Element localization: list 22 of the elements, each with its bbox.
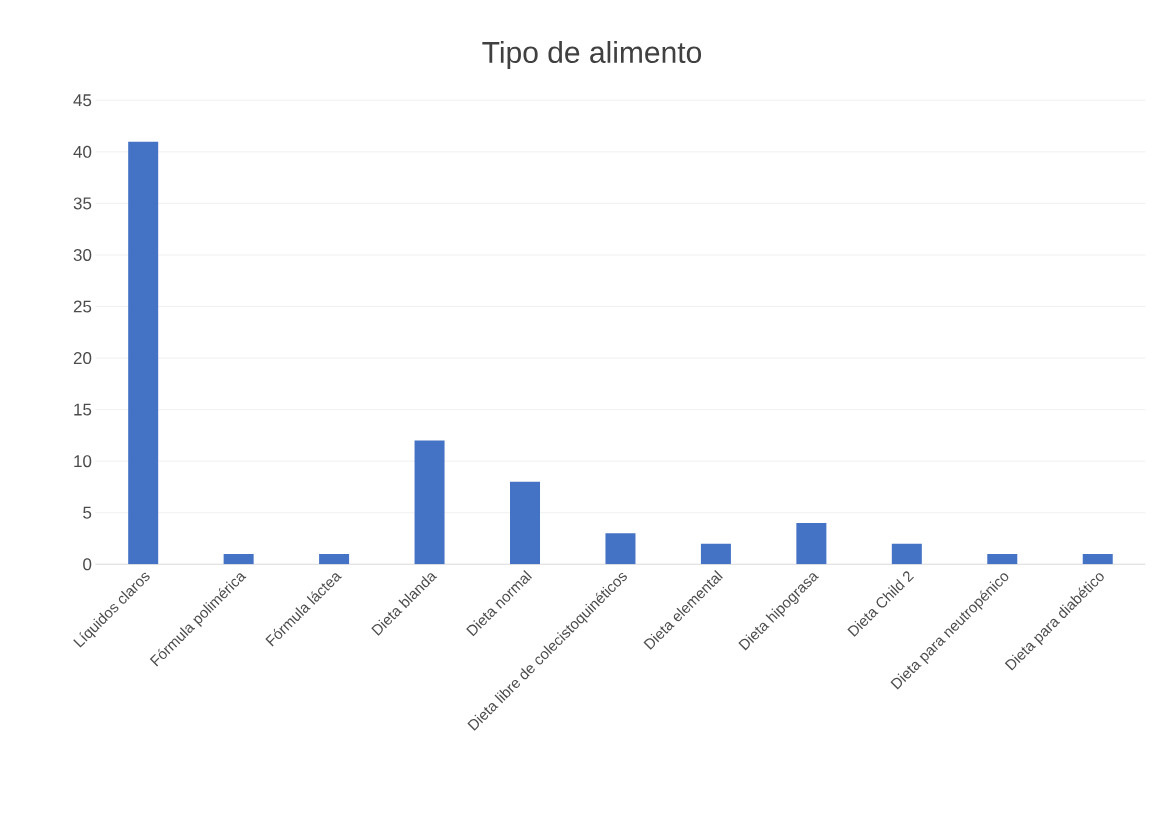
y-tick-label: 25	[73, 300, 92, 313]
chart-title: Tipo de alimento	[482, 41, 702, 69]
y-tick-label: 5	[83, 506, 92, 519]
y-tick-label: 10	[74, 455, 92, 468]
bar	[414, 440, 445, 565]
bar	[319, 553, 350, 565]
bar	[796, 523, 827, 565]
bar	[510, 481, 541, 565]
bar	[605, 533, 636, 565]
bar	[223, 553, 254, 565]
y-tick-label: 35	[73, 197, 92, 210]
y-tick-label: 45	[73, 94, 92, 107]
y-tick-label: 15	[74, 403, 92, 416]
bar	[128, 141, 159, 565]
y-tick-label: 20	[73, 352, 92, 365]
bar	[700, 543, 731, 565]
y-tick-label: 0	[83, 558, 92, 571]
bar	[891, 543, 922, 565]
y-tick-label: 30	[73, 248, 92, 261]
bar	[1082, 553, 1113, 565]
y-tick-label: 40	[73, 145, 92, 158]
bar	[987, 553, 1018, 565]
